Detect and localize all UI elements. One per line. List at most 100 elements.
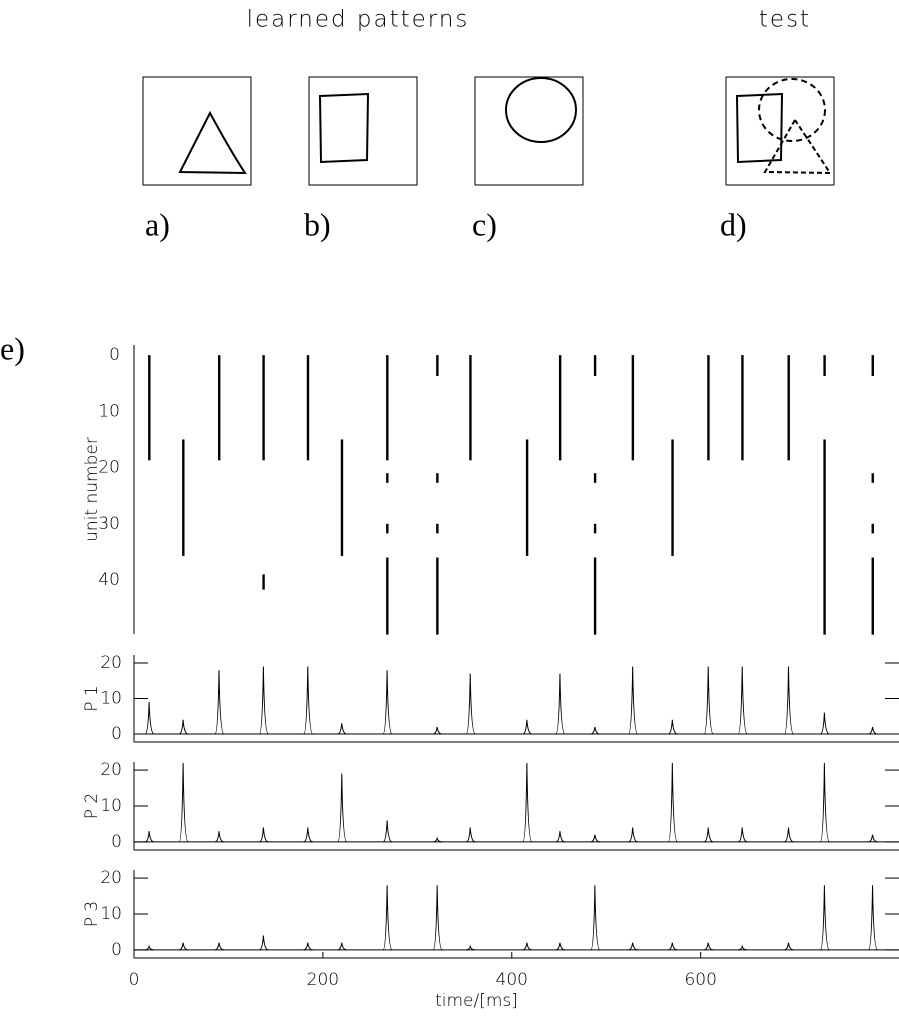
spike <box>215 943 224 950</box>
spike <box>304 943 313 950</box>
spike-segment <box>872 558 874 635</box>
spike-segment <box>526 439 528 555</box>
y-tick-label: 0 <box>111 940 122 960</box>
x-tick-label: 0 <box>129 970 140 990</box>
spike <box>338 943 347 950</box>
y-tick-label: 20 <box>100 868 122 888</box>
y-tick-label: 10 <box>100 689 122 709</box>
spike <box>785 667 794 734</box>
spike <box>466 946 475 950</box>
spike-segment <box>872 355 874 376</box>
pattern-b <box>309 77 417 185</box>
spike-segment <box>341 439 343 555</box>
spike <box>869 885 878 950</box>
spike-segment <box>436 355 438 376</box>
spike <box>591 835 600 842</box>
spike-segment <box>594 355 596 376</box>
spike-segment <box>788 355 790 460</box>
spike-segment <box>262 355 264 460</box>
spike-segment <box>148 355 150 460</box>
spike-segment <box>262 574 264 589</box>
spike <box>591 885 600 950</box>
spike <box>304 667 313 734</box>
spike <box>466 674 475 734</box>
title: learned patterns <box>247 7 470 33</box>
spike-segment <box>307 355 309 460</box>
spike-segment <box>671 439 673 555</box>
spike <box>785 943 794 950</box>
spike-segment <box>182 439 184 555</box>
spike-segment <box>469 355 471 460</box>
pattern-a <box>143 77 251 185</box>
y-axis-label: P 1 <box>82 685 102 711</box>
spike-segment <box>386 473 388 483</box>
x-tick-label: 600 <box>684 970 716 990</box>
panel-label: b) <box>304 206 331 242</box>
spike <box>179 720 188 734</box>
spike <box>215 670 224 734</box>
spike-segment <box>436 473 438 483</box>
spike-segment <box>872 473 874 483</box>
y-tick-label: 0 <box>111 724 122 744</box>
spike-segment <box>386 558 388 635</box>
spike <box>145 946 154 950</box>
spike <box>338 774 347 842</box>
spike-segment <box>386 355 388 460</box>
y-tick-label: 20 <box>100 760 122 780</box>
spike-segment <box>741 355 743 460</box>
spike <box>556 943 565 950</box>
spike <box>433 885 442 950</box>
spike <box>820 885 829 950</box>
spike <box>523 763 532 842</box>
spike <box>556 674 565 734</box>
spike-segment <box>386 524 388 534</box>
spike <box>433 838 442 842</box>
spike-segment <box>707 355 709 460</box>
x-tick-label: 400 <box>496 970 528 990</box>
spike <box>259 936 268 950</box>
spike <box>179 763 188 842</box>
panel-label: c) <box>472 206 497 242</box>
spike-segment <box>823 355 825 376</box>
y-axis-label: P 2 <box>82 793 102 819</box>
pattern-d <box>726 77 834 185</box>
spike <box>738 828 747 842</box>
y-tick-label: 20 <box>100 653 122 673</box>
spike <box>179 943 188 950</box>
spike <box>433 727 442 734</box>
spike-segment <box>436 558 438 635</box>
spike-segment <box>872 524 874 534</box>
spike <box>259 828 268 842</box>
y-tick-label: 0 <box>109 345 120 365</box>
spike-segment <box>436 524 438 534</box>
spike <box>466 828 475 842</box>
spike-segment <box>823 439 825 634</box>
y-axis-label: unit number <box>82 437 102 542</box>
spike <box>629 943 638 950</box>
x-tick-label: 200 <box>307 970 339 990</box>
pattern-c <box>475 77 583 185</box>
spike <box>591 727 600 734</box>
title: test <box>759 7 811 33</box>
spike <box>523 720 532 734</box>
spike <box>704 943 713 950</box>
spike <box>145 831 154 842</box>
spike-segment <box>594 558 596 635</box>
spike <box>215 831 224 842</box>
spike <box>668 720 677 734</box>
spike <box>820 713 829 734</box>
spike <box>383 820 392 842</box>
spike <box>383 670 392 734</box>
y-tick-label: 10 <box>100 796 122 816</box>
figure: learned patterns test a) b) c) d) e) 010… <box>0 0 899 1020</box>
spike-segment <box>559 355 561 460</box>
spike <box>704 828 713 842</box>
y-tick-label: 40 <box>98 570 120 590</box>
y-axis-label: P 3 <box>82 901 102 927</box>
spike-segment <box>594 473 596 483</box>
spike <box>259 667 268 734</box>
spike <box>556 831 565 842</box>
spike <box>304 828 313 842</box>
spike <box>629 828 638 842</box>
x-axis-label: time/[ms] <box>435 991 518 1011</box>
